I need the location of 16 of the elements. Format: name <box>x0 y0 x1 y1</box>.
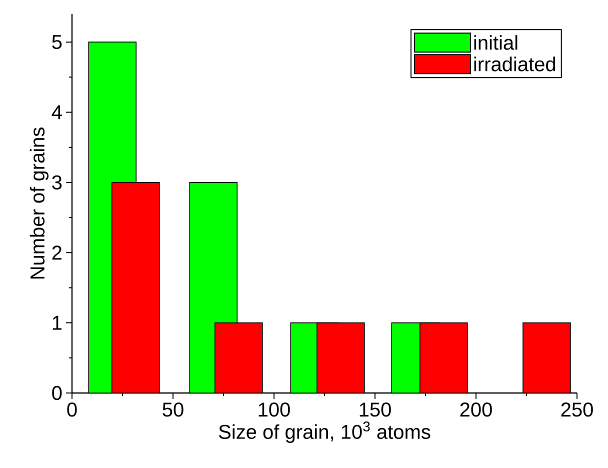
x-tick-label: 150 <box>360 402 391 417</box>
x-tick-label: 50 <box>162 402 184 417</box>
y-tick-label: 1 <box>52 316 62 330</box>
legend-label: initial <box>474 35 518 50</box>
x-axis-title: Size of grain, 10$^{3}$ atoms <box>218 422 430 443</box>
x-tick-label: 250 <box>561 402 593 417</box>
y-tick-label: 4 <box>52 105 62 120</box>
legend-label: irradiated <box>474 56 556 72</box>
y-tick-label: 2 <box>52 246 62 260</box>
y-tick-label: 0 <box>52 386 62 400</box>
x-tick-label: 100 <box>258 402 290 417</box>
x-tick-label: 0 <box>67 402 77 417</box>
y-tick-label: 5 <box>52 35 62 50</box>
y-axis-title: Number of grains <box>30 128 49 279</box>
y-tick-label: 3 <box>52 175 62 190</box>
x-tick-label: 200 <box>460 402 492 417</box>
